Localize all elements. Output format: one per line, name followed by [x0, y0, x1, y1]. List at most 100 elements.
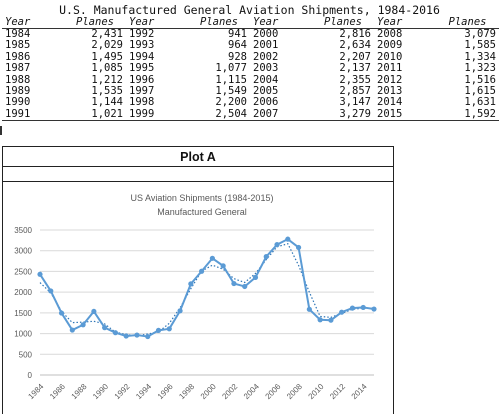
y-tick-label: 0 — [28, 371, 33, 380]
x-tick-label: 2008 — [285, 382, 304, 401]
table-caption: U.S. Manufactured General Aviation Shipm… — [59, 3, 440, 17]
year-cell: 2015 — [374, 108, 436, 122]
year-cell: 1994 — [129, 50, 155, 63]
planes-cell: 1,631 — [464, 96, 496, 109]
plot-header-box: Plot A — [2, 146, 394, 167]
data-point — [209, 255, 215, 261]
planes-cell: 928 — [228, 50, 247, 63]
year-cell: 1996 — [129, 73, 155, 86]
year-cell: 2001 — [253, 39, 279, 52]
year-cell: 2009 — [377, 39, 403, 52]
year-cell: 2014 — [377, 96, 403, 109]
planes-cell: 1,334 — [464, 50, 496, 63]
header-planes: Planes — [64, 17, 126, 29]
x-tick-label: 2012 — [328, 382, 347, 401]
y-tick-label: 500 — [19, 350, 33, 359]
header-year: Year — [2, 17, 64, 29]
planes-cell: 3,279 — [312, 108, 374, 122]
y-tick-label: 2000 — [14, 288, 32, 297]
x-tick-label: 1984 — [26, 382, 45, 401]
header-planes: Planes — [436, 17, 499, 29]
data-point — [339, 309, 345, 315]
planes-cell: 964 — [228, 39, 247, 52]
planes-cell: 2,355 — [339, 73, 371, 86]
x-tick-label: 2006 — [263, 382, 282, 401]
year-cell: 2008 — [377, 28, 403, 40]
gridlines — [40, 229, 374, 376]
y-tick-label: 1000 — [14, 330, 32, 339]
planes-cell: 1,549 — [215, 85, 247, 98]
x-tick-label: 2000 — [199, 382, 218, 401]
shipments-table-section: U.S. Manufactured General Aviation Shipm… — [0, 0, 499, 135]
planes-cell: 1,077 — [215, 62, 247, 75]
table-row: 1988 1,212 1996 1,115 2004 2,355 2012 1,516 — [2, 73, 499, 86]
data-point — [360, 304, 366, 311]
data-point — [37, 271, 43, 277]
y-tick-label: 1500 — [14, 309, 32, 318]
year-cell: 1986 — [5, 50, 31, 63]
header-planes: Planes — [188, 17, 250, 29]
year-cell: 2006 — [253, 96, 279, 109]
planes-cell: 1,021 — [64, 108, 126, 122]
year-cell: 1993 — [129, 39, 155, 52]
series-path — [39, 238, 375, 338]
data-point — [134, 332, 140, 338]
data-point — [102, 325, 108, 331]
y-tick-label: 3000 — [14, 247, 32, 256]
planes-cell: 941 — [228, 28, 247, 40]
data-point — [166, 326, 172, 332]
year-cell: 2003 — [253, 62, 279, 75]
data-points — [37, 236, 377, 340]
header-year: Year — [250, 17, 312, 29]
x-axis-ticks: 1984 1986 1988 1990 1992 1994 1996 1998 2000 2002… — [26, 382, 369, 401]
data-point — [285, 236, 291, 242]
year-cell: 1987 — [5, 62, 31, 75]
header-year: Year — [374, 17, 436, 29]
data-point — [242, 283, 248, 290]
trendline-path — [39, 243, 375, 337]
year-cell: 2007 — [250, 108, 312, 122]
year-cell: 2004 — [253, 73, 279, 86]
plot-header-band — [2, 166, 394, 182]
data-point — [220, 263, 226, 269]
planes-cell: 1,115 — [215, 73, 247, 86]
year-cell: 2013 — [377, 85, 403, 98]
chart-subtitle: Manufactured General — [157, 207, 247, 217]
year-cell: 1990 — [5, 96, 31, 109]
x-tick-label: 1992 — [113, 382, 132, 401]
table-row: 1989 1,535 1997 1,549 2005 2,857 2013 1,615 — [2, 85, 499, 98]
data-point — [199, 268, 205, 274]
data-point — [112, 330, 119, 336]
year-cell: 2012 — [377, 73, 403, 86]
year-cell: 2005 — [253, 85, 279, 98]
x-tick-label: 1996 — [156, 382, 175, 401]
plot-border-right — [393, 181, 394, 414]
planes-cell: 1,615 — [464, 85, 496, 98]
table-row: 1990 1,144 1998 2,200 2006 3,147 2014 1,631 — [2, 96, 499, 109]
year-cell: 2000 — [253, 28, 279, 40]
year-cell: 2002 — [253, 50, 279, 63]
year-cell: 1991 — [2, 108, 64, 122]
table-row: 1987 1,085 1995 1,077 2003 2,137 2011 1,323 — [2, 62, 499, 75]
planes-cell: 2,431 — [91, 28, 123, 40]
line-chart: US Aviation Shipments (1984-2015) Manufa… — [14, 193, 377, 401]
data-point — [371, 306, 377, 312]
data-point — [48, 288, 54, 294]
shipments-table: Year Planes Year Planes Year Planes Year… — [2, 17, 499, 122]
year-cell: 1985 — [5, 39, 31, 52]
x-tick-label: 2010 — [307, 382, 326, 401]
plot-a-panel: Plot A US Aviation Shipments (1984-2015)… — [2, 146, 394, 414]
table-row: 1984 2,431 1992 941 2000 2,816 2008 3,079 — [2, 28, 499, 41]
y-axis-ticks: 0 500 1000 1500 2000 2500 3000 3500 — [14, 226, 32, 380]
data-point — [177, 308, 183, 314]
year-cell: 1999 — [126, 108, 188, 122]
data-point — [188, 281, 194, 287]
header-planes: Planes — [312, 17, 374, 29]
x-tick-label: 2002 — [220, 382, 239, 401]
planes-cell: 2,200 — [215, 96, 247, 109]
planes-cell: 2,857 — [339, 85, 371, 98]
planes-cell: 2,029 — [91, 39, 123, 52]
x-tick-label: 1986 — [48, 382, 67, 401]
table-header-row: Year Planes Year Planes Year Planes Year… — [2, 17, 499, 29]
table-row: 1985 2,029 1993 964 2001 2,634 2009 1,585 — [2, 39, 499, 52]
